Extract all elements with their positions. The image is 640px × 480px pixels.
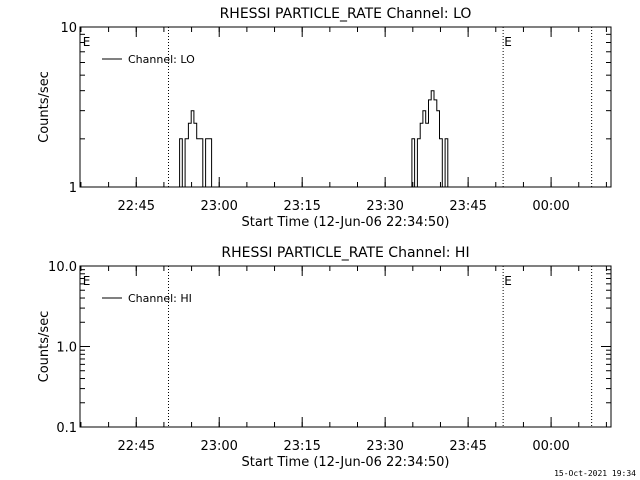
x-axis-label: Start Time (12-Jun-06 22:34:50) — [242, 215, 450, 230]
x-tick-label: 23:15 — [283, 439, 320, 454]
x-tick-label: 23:30 — [366, 199, 403, 214]
chart-panel-lo: RHESSI PARTICLE_RATE Channel: LO 1 10 22:45… — [37, 6, 612, 230]
event-marker: E — [504, 274, 512, 288]
x-tick-label: 23:45 — [449, 199, 486, 214]
y-axis-label: Counts/sec — [37, 311, 52, 383]
x-tick-label: 23:00 — [200, 199, 237, 214]
plot-frame — [79, 26, 612, 188]
chart-title: RHESSI PARTICLE_RATE Channel: HI — [221, 245, 469, 261]
y-tick-label: 0.1 — [56, 421, 77, 436]
y-axis-label: Counts/sec — [37, 71, 52, 143]
x-tick-label: 00:00 — [532, 439, 569, 454]
x-tick-label: 23:45 — [449, 439, 486, 454]
event-marker: E — [83, 274, 91, 288]
event-marker: E — [83, 35, 91, 49]
y-tick-label: 1 — [69, 181, 77, 196]
x-tick-label: 23:00 — [200, 439, 237, 454]
legend-entry: Channel: LO — [128, 53, 195, 66]
y-tick-label: 10.0 — [48, 260, 77, 275]
event-marker: E — [504, 35, 512, 49]
y-tick-label: 10 — [60, 21, 77, 36]
chart-title: RHESSI PARTICLE_RATE Channel: LO — [220, 6, 472, 22]
x-tick-label: 22:45 — [118, 199, 155, 214]
plot-frame — [79, 265, 612, 428]
series-line-lo — [80, 90, 611, 188]
x-tick-label: 23:30 — [366, 439, 403, 454]
y-tick-label: 1.0 — [56, 341, 77, 356]
x-tick-label: 00:00 — [532, 199, 569, 214]
x-tick-label: 23:15 — [283, 199, 320, 214]
legend-entry: Channel: HI — [128, 292, 192, 305]
chart-panel-hi: RHESSI PARTICLE_RATE Channel: HI 0.1 1.0 10… — [37, 245, 612, 470]
x-axis-label: Start Time (12-Jun-06 22:34:50) — [242, 455, 450, 470]
generation-timestamp: 15-Oct-2021 19:34 — [554, 469, 636, 478]
x-tick-label: 22:45 — [118, 439, 155, 454]
